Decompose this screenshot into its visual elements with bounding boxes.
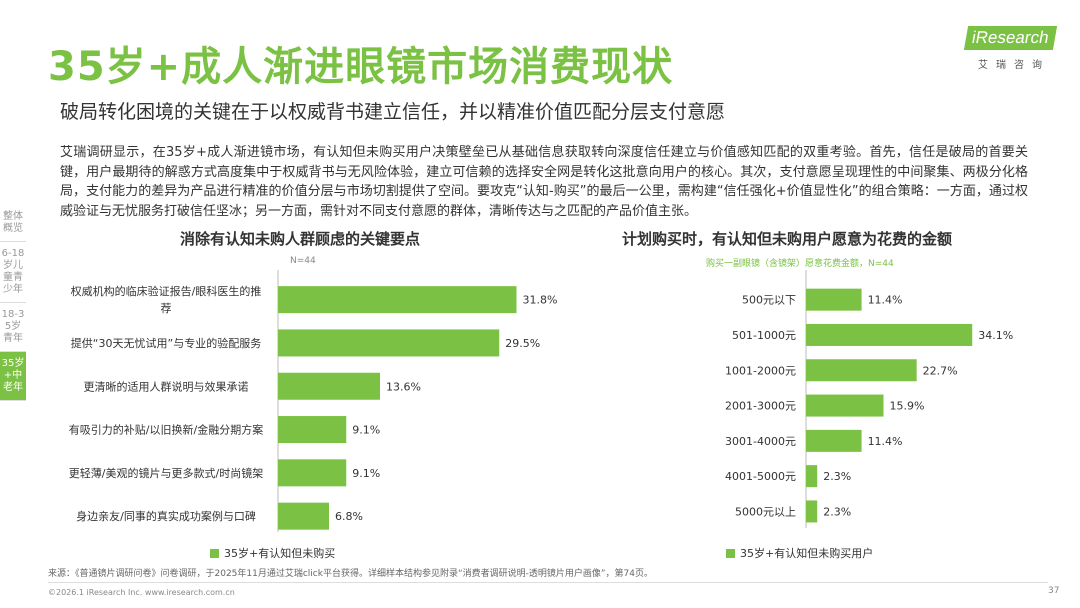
sidebar-item-youth[interactable]: 6-18岁儿童青少年 — [0, 242, 26, 303]
value-label-2: 29.5% — [505, 337, 540, 350]
legend-label: 35岁+有认知但未购买用户 — [740, 547, 874, 560]
category-label-4: 2001-3000元 — [725, 400, 796, 413]
summary-paragraph: 艾瑞调研显示，在35岁+成人渐进镜市场，有认知但未购买用户决策壁垒已从基础信息获… — [60, 145, 1028, 219]
sidebar-item-overview[interactable]: 整体概览 — [0, 205, 26, 242]
page-title: 35岁+成人渐进眼镜市场消费现状 — [48, 44, 674, 90]
bar-4 — [806, 394, 884, 417]
category-label-2: 501-1000元 — [732, 329, 796, 342]
bar-7 — [806, 500, 818, 523]
category-label-1: 权威机构的临床验证报告/眼科医生的推 — [71, 284, 262, 298]
value-label-3: 22.7% — [923, 364, 958, 377]
bar-5 — [806, 429, 862, 452]
page-subtitle: 破局转化困境的关键在于以权威背书建立信任，并以精准价值匹配分层支付意愿 — [60, 101, 726, 123]
iresearch-logo: iResearch 艾瑞咨询 — [960, 26, 1057, 72]
category-label-3: 更清晰的适用人群说明与效果承诺 — [84, 379, 249, 393]
value-label-1: 31.8% — [523, 294, 558, 307]
bar-6 — [278, 502, 329, 530]
footer-divider — [48, 582, 1048, 583]
category-label-2: 提供“30天无忧试用”与专业的验配服务 — [71, 336, 261, 350]
value-label-1: 11.4% — [868, 294, 903, 307]
bar-2 — [278, 329, 500, 357]
sidebar-item-label: 35岁+中老年 — [1, 358, 25, 393]
category-label-5: 3001-4000元 — [725, 435, 796, 448]
bar-3 — [806, 359, 917, 382]
bar-2 — [806, 323, 973, 346]
value-label-5: 9.1% — [352, 467, 380, 480]
category-label-6: 身边亲友/同事的真实成功案例与口碑 — [76, 509, 256, 523]
value-label-5: 11.4% — [868, 435, 903, 448]
left-chart-legend: 35岁+有认知但未购买 — [210, 545, 335, 561]
value-label-6: 6.8% — [335, 510, 363, 523]
source-note: 来源：《普通镜片调研问卷》问卷调研，于2025年11月通过艾瑞click平台获得… — [48, 569, 653, 579]
right-chart-sample-note: 购买一副眼镜（含镜架）愿意花费金额，N=44 — [706, 259, 894, 269]
sidebar-item-middle-aged[interactable]: 35岁+中老年 — [0, 352, 26, 401]
category-label-7: 5000元以上 — [735, 505, 796, 518]
section-sidebar: 整体概览 6-18岁儿童青少年 18-35岁青年 35岁+中老年 — [0, 205, 26, 401]
value-label-4: 9.1% — [352, 424, 380, 437]
right-chart-title: 计划购买时，有认知但未购用户愿意为花费的金额 — [622, 230, 953, 248]
legend-swatch — [726, 548, 735, 558]
value-label-2: 34.1% — [978, 329, 1013, 342]
value-label-6: 2.3% — [823, 470, 851, 483]
category-label-1: 荐 — [161, 302, 172, 315]
value-label-4: 15.9% — [890, 400, 925, 413]
legend-swatch — [210, 548, 219, 558]
bar-1 — [806, 288, 862, 311]
category-label-3: 1001-2000元 — [725, 364, 796, 377]
logo-subtext: 艾瑞咨询 — [978, 60, 1050, 71]
value-label-7: 2.3% — [823, 505, 851, 518]
category-label-4: 有吸引力的补贴/以旧换新/金融分期方案 — [69, 423, 263, 437]
sidebar-item-young-adult[interactable]: 18-35岁青年 — [0, 303, 26, 352]
right-chart-legend: 35岁+有认知但未购买用户 — [726, 545, 873, 561]
left-chart-sample-note: N=44 — [290, 256, 316, 266]
sidebar-item-label: 整体概览 — [3, 211, 23, 234]
bar-5 — [278, 459, 347, 487]
category-label-1: 500元以下 — [742, 294, 796, 307]
logo-wordmark: iResearch — [963, 26, 1057, 50]
sidebar-item-label: 18-35岁青年 — [1, 309, 25, 344]
left-chart-title: 消除有认知未购人群顾虑的关键要点 — [180, 230, 421, 248]
category-label-5: 更轻薄/美观的镜片与更多款式/时尚镜架 — [69, 466, 263, 480]
value-label-3: 13.6% — [386, 380, 421, 393]
page-number: 37 — [1048, 586, 1060, 596]
category-label-6: 4001-5000元 — [725, 470, 796, 483]
bar-6 — [806, 465, 818, 488]
bar-4 — [278, 416, 347, 444]
legend-label: 35岁+有认知但未购买 — [224, 547, 336, 560]
bar-3 — [278, 372, 380, 400]
right-bar-chart: 11.4% 500元以下 34.1% 501-1000元 22.7% 1001-2000元… — [725, 270, 1013, 528]
copyright-footer: ©2026.1 iResearch Inc. www.iresearch.com… — [48, 588, 235, 597]
sidebar-item-label: 6-18岁儿童青少年 — [1, 248, 25, 295]
bar-1 — [278, 286, 517, 314]
